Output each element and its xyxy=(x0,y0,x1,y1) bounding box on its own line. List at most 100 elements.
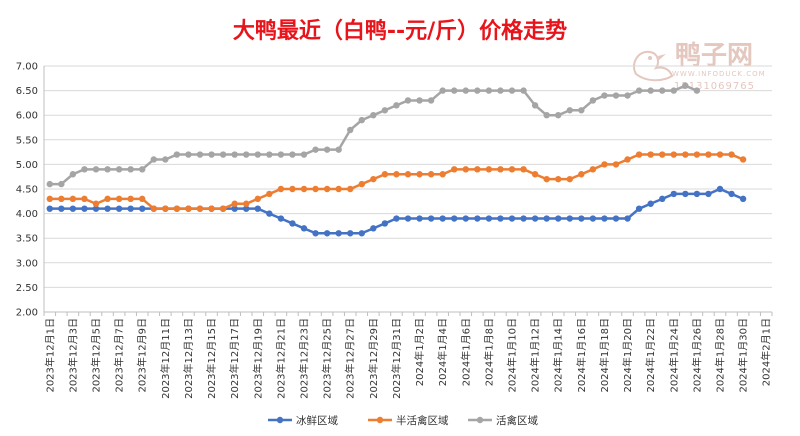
data-point xyxy=(370,175,377,183)
data-point xyxy=(208,151,215,158)
x-tick-label: 2024年2月1日 xyxy=(760,318,773,386)
data-point xyxy=(485,87,493,94)
data-point xyxy=(566,215,573,222)
x-tick-label: 2023年12月27日 xyxy=(344,318,357,399)
data-point xyxy=(693,87,701,94)
data-point xyxy=(370,112,377,119)
x-axis: 2023年12月1日 2023年12月3日 2023年12月5日 2023年12月7日… xyxy=(43,311,773,399)
y-tick-label: 2.50 xyxy=(16,283,38,294)
data-point xyxy=(416,215,423,222)
legend-marker xyxy=(376,416,384,424)
data-point xyxy=(716,185,724,193)
data-point xyxy=(69,205,77,212)
data-point xyxy=(219,151,227,158)
data-point xyxy=(289,185,296,193)
data-point xyxy=(497,87,504,94)
y-axis: 2.00 2.50 3.00 3.50 4.00 4.50 5.00 5.50 6.00 6.50… xyxy=(16,62,45,319)
x-tick-label: 2023年12月13日 xyxy=(182,318,195,399)
x-tick-label: 2024年1月4日 xyxy=(436,318,449,386)
data-point xyxy=(127,195,134,203)
data-point xyxy=(289,151,296,158)
y-tick-label: 4.00 xyxy=(16,209,38,220)
x-tick-label: 2024年1月8日 xyxy=(482,318,495,386)
data-point xyxy=(58,195,65,203)
data-point xyxy=(139,205,146,212)
data-point xyxy=(139,195,146,203)
x-tick-label: 2024年1月24日 xyxy=(667,318,680,393)
data-point xyxy=(231,205,238,212)
data-point xyxy=(601,161,608,168)
data-point xyxy=(670,190,677,198)
data-point xyxy=(635,205,643,212)
x-tick-label: 2023年12月25日 xyxy=(321,318,334,399)
data-point xyxy=(300,151,308,158)
data-point xyxy=(358,230,365,237)
data-point xyxy=(635,151,643,158)
series-1 xyxy=(46,185,747,237)
x-tick-label: 2023年12月3日 xyxy=(66,318,79,393)
data-point xyxy=(69,171,77,178)
data-point xyxy=(555,112,562,119)
data-point xyxy=(497,215,504,222)
series-line xyxy=(49,84,698,186)
data-point xyxy=(670,151,677,158)
data-point xyxy=(705,151,712,158)
data-point xyxy=(243,151,250,158)
data-point xyxy=(416,171,423,178)
data-point xyxy=(243,205,250,212)
series-3 xyxy=(46,82,701,188)
data-point xyxy=(728,190,735,198)
data-point xyxy=(439,87,446,94)
data-point xyxy=(150,156,157,163)
x-tick-label: 2023年12月7日 xyxy=(113,318,126,393)
data-point xyxy=(358,116,365,124)
data-point xyxy=(46,195,53,203)
data-point xyxy=(162,205,169,212)
legend-label: 活禽区域 xyxy=(496,414,538,427)
x-tick-label: 2024年1月6日 xyxy=(459,318,472,386)
x-tick-label: 2023年12月19日 xyxy=(251,318,264,399)
x-tick-label: 2023年12月31日 xyxy=(390,318,403,399)
data-point xyxy=(682,82,689,89)
data-point xyxy=(219,205,227,212)
data-point xyxy=(277,151,285,158)
data-point xyxy=(555,215,562,222)
data-point xyxy=(312,185,319,193)
legend-item: 冰鲜区域 xyxy=(268,414,338,427)
data-point xyxy=(127,166,134,173)
data-point xyxy=(381,171,389,178)
data-point xyxy=(370,225,377,232)
legend: 冰鲜区域 半活禽区域 活禽区域 xyxy=(268,414,538,427)
data-point xyxy=(566,107,573,114)
data-point xyxy=(300,225,308,232)
data-point xyxy=(543,215,550,222)
data-point xyxy=(670,87,677,94)
data-point xyxy=(739,156,747,163)
legend-label: 冰鲜区域 xyxy=(296,414,338,427)
data-point xyxy=(739,195,747,203)
data-point xyxy=(635,87,643,94)
data-point xyxy=(208,205,215,212)
data-point xyxy=(323,230,331,237)
duck-logo-icon xyxy=(632,50,674,82)
data-point xyxy=(58,180,65,188)
data-point xyxy=(485,215,493,222)
data-point xyxy=(624,215,631,222)
data-point xyxy=(335,185,342,193)
x-tick-label: 2024年1月16日 xyxy=(575,318,588,393)
data-point xyxy=(462,87,469,94)
data-point xyxy=(578,215,585,222)
data-point xyxy=(462,166,469,173)
data-point xyxy=(312,230,319,237)
data-point xyxy=(300,185,308,193)
data-point xyxy=(231,151,238,158)
data-point xyxy=(659,87,666,94)
x-tick-label: 2024年1月20日 xyxy=(621,318,634,393)
data-point xyxy=(162,156,169,163)
data-point xyxy=(69,195,77,203)
data-point xyxy=(589,97,597,104)
data-point xyxy=(531,102,539,109)
data-point xyxy=(243,200,250,207)
data-point xyxy=(115,166,123,173)
